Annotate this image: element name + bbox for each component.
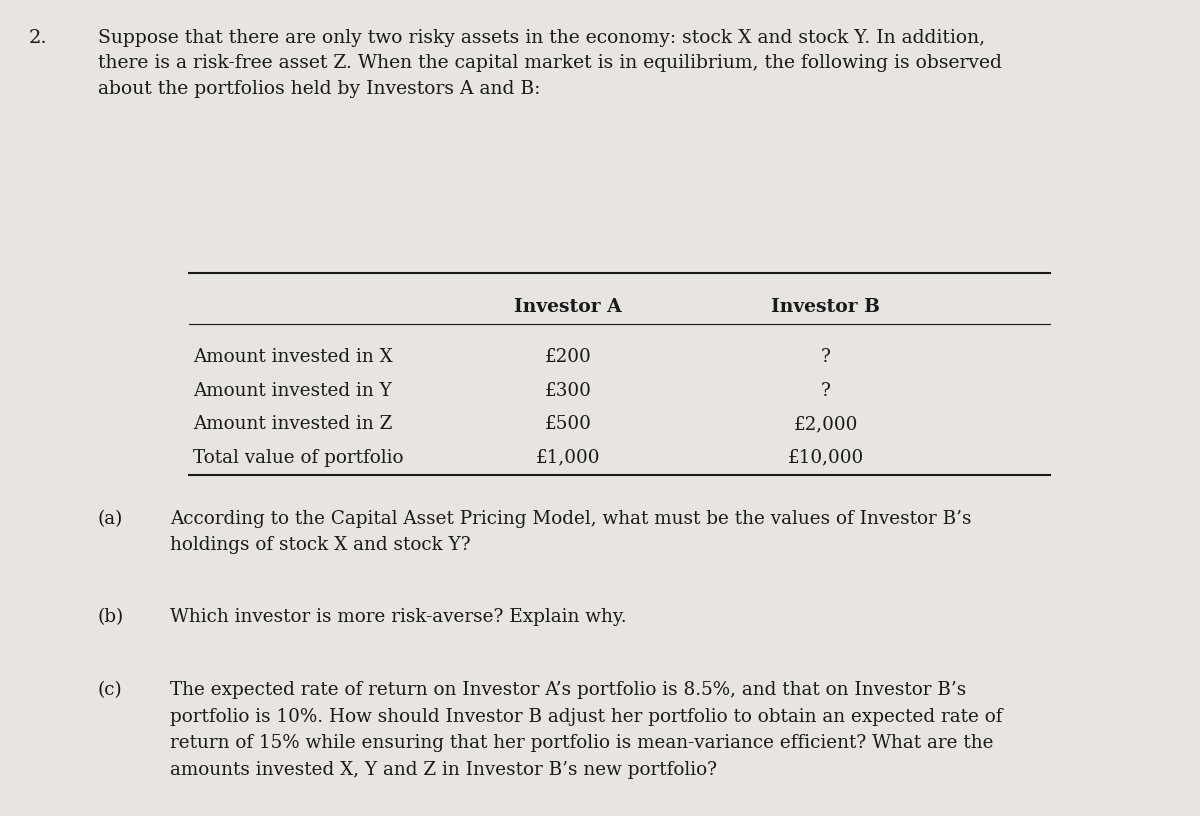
Text: Which investor is more risk-averse? Explain why.: Which investor is more risk-averse? Expl…: [169, 608, 626, 626]
Text: Total value of portfolio: Total value of portfolio: [193, 449, 403, 467]
Text: Amount invested in X: Amount invested in X: [193, 348, 392, 366]
Text: Suppose that there are only two risky assets in the economy: stock X and stock Y: Suppose that there are only two risky as…: [97, 29, 1001, 98]
Text: £1,000: £1,000: [535, 449, 600, 467]
Text: Investor B: Investor B: [772, 298, 881, 316]
Text: £2,000: £2,000: [793, 415, 858, 433]
Text: £10,000: £10,000: [787, 449, 864, 467]
Text: £300: £300: [545, 382, 592, 400]
Text: The expected rate of return on Investor A’s portfolio is 8.5%, and that on Inves: The expected rate of return on Investor …: [169, 681, 1002, 778]
Text: (a): (a): [97, 510, 122, 528]
Text: ?: ?: [821, 382, 830, 400]
Text: 2.: 2.: [29, 29, 47, 47]
Text: According to the Capital Asset Pricing Model, what must be the values of Investo: According to the Capital Asset Pricing M…: [169, 510, 971, 554]
Text: Amount invested in Z: Amount invested in Z: [193, 415, 392, 433]
Text: Amount invested in Y: Amount invested in Y: [193, 382, 391, 400]
Text: (c): (c): [97, 681, 122, 699]
Text: £200: £200: [545, 348, 592, 366]
Text: ?: ?: [821, 348, 830, 366]
Text: Investor A: Investor A: [514, 298, 622, 316]
Text: £500: £500: [545, 415, 592, 433]
Text: (b): (b): [97, 608, 124, 626]
